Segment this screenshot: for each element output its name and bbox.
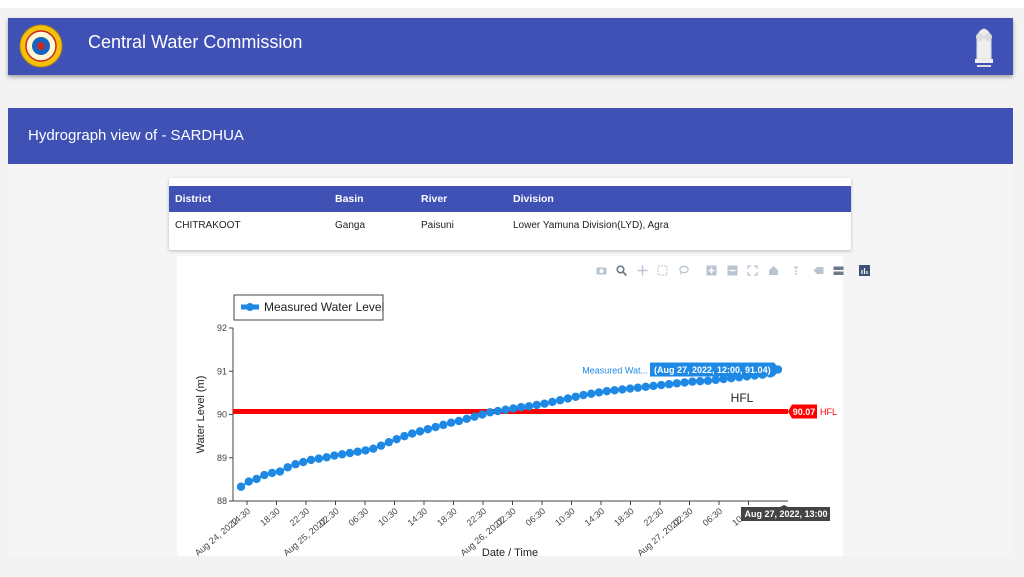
camera-icon[interactable] — [596, 263, 607, 275]
hydrograph-title: Hydrograph view of - SARDHUA — [28, 127, 244, 144]
top-edge — [0, 0, 1024, 8]
plotly-logo-icon[interactable] — [859, 263, 871, 277]
plot-modebar — [596, 260, 875, 277]
reset-axes-icon[interactable] — [768, 263, 779, 276]
app-bar: Central Water Commission — [8, 18, 1013, 75]
station-info-card: District Basin River Division CHITRAKOOT… — [169, 178, 851, 250]
national-emblem-icon — [975, 28, 993, 67]
pan-icon[interactable] — [637, 263, 648, 276]
header-river: River — [415, 186, 507, 212]
cwc-logo-icon — [19, 24, 63, 68]
zoom-out-icon[interactable] — [727, 263, 738, 276]
header-district: District — [169, 186, 329, 212]
box-select-icon[interactable] — [657, 263, 668, 276]
header-division: Division — [507, 186, 851, 212]
cell-basin: Ganga — [335, 219, 366, 231]
header-basin: Basin — [329, 186, 415, 212]
zoom-in-icon[interactable] — [706, 263, 717, 276]
table-header-row: District Basin River Division — [169, 186, 851, 212]
cell-river: Paisuni — [421, 219, 454, 231]
spike-lines-icon[interactable] — [792, 263, 803, 276]
app-title: Central Water Commission — [88, 32, 303, 52]
hydrograph-header: Hydrograph view of - SARDHUA — [8, 108, 1013, 164]
hover-compare-icon[interactable] — [833, 263, 844, 276]
zoom-icon[interactable] — [616, 263, 628, 277]
table-row: CHITRAKOOT Ganga Paisuni Lower Yamuna Di… — [169, 212, 851, 238]
hydrograph-plot-container — [177, 256, 843, 556]
station-info-table: District Basin River Division CHITRAKOOT… — [169, 186, 851, 238]
hover-closest-icon[interactable] — [813, 263, 824, 275]
autoscale-icon[interactable] — [747, 263, 758, 276]
lasso-icon[interactable] — [678, 263, 689, 276]
cell-division: Lower Yamuna Division(LYD), Agra — [513, 219, 669, 231]
cell-district: CHITRAKOOT — [175, 219, 241, 231]
